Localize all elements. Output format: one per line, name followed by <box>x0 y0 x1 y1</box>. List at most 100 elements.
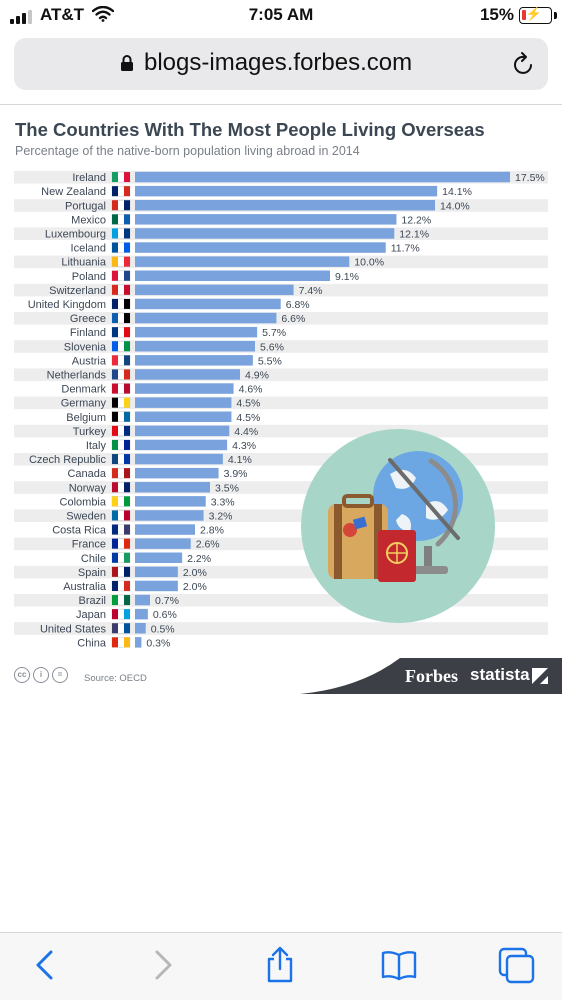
tabs-icon[interactable] <box>498 947 536 985</box>
data-label: 0.5% <box>151 623 175 635</box>
data-label: 10.0% <box>354 257 384 269</box>
data-label: 12.2% <box>401 214 431 226</box>
data-label: 2.0% <box>183 581 207 593</box>
bar <box>135 397 232 408</box>
clock: 7:05 AM <box>248 5 314 24</box>
data-label: 5.5% <box>258 355 282 367</box>
category-label: Costa Rica <box>52 525 107 537</box>
category-label: United States <box>40 623 107 635</box>
bar <box>135 171 510 183</box>
data-label: 4.9% <box>245 369 269 381</box>
data-label: 3.5% <box>215 482 239 494</box>
category-label: Japan <box>76 609 106 621</box>
bar <box>135 453 223 465</box>
data-label: 4.4% <box>234 426 258 438</box>
flag-icon <box>111 341 131 352</box>
carrier-name: AT&T <box>40 5 85 24</box>
flag-icon <box>111 214 131 225</box>
bar <box>135 425 230 437</box>
reload-icon[interactable] <box>512 51 536 77</box>
flag-icon <box>111 594 131 606</box>
category-label: Greece <box>70 313 106 325</box>
flag-icon <box>111 439 131 451</box>
url-text[interactable]: blogs-images.forbes.com <box>144 49 413 76</box>
bar <box>135 312 277 324</box>
flag-icon <box>111 538 131 549</box>
back-icon[interactable] <box>34 949 56 981</box>
category-label: Luxembourg <box>45 228 106 240</box>
bar <box>135 580 178 592</box>
flag-icon <box>111 383 131 394</box>
data-label: 2.0% <box>183 567 207 579</box>
data-label: 5.7% <box>262 327 286 339</box>
flag-icon <box>111 411 131 422</box>
bar <box>135 284 294 296</box>
share-icon[interactable] <box>264 945 296 983</box>
data-label: 2.8% <box>200 525 224 537</box>
lock-icon <box>121 55 133 71</box>
browser-toolbar <box>0 932 562 1000</box>
category-label: Lithuania <box>61 257 107 269</box>
category-label: Germany <box>61 398 107 410</box>
wifi-icon <box>92 6 114 22</box>
flag-icon <box>111 242 131 253</box>
category-label: Italy <box>86 440 107 452</box>
category-label: Norway <box>69 482 107 494</box>
flag-icon <box>111 482 131 493</box>
data-label: 3.9% <box>224 468 248 480</box>
bar <box>135 355 253 366</box>
category-label: Netherlands <box>47 369 107 381</box>
data-label: 6.6% <box>281 313 305 325</box>
bar <box>135 608 148 620</box>
battery-tip <box>554 12 557 19</box>
category-label: Belgium <box>66 412 106 424</box>
chart-title: The Countries With The Most People Livin… <box>15 119 485 140</box>
signal-strength-icon <box>10 10 32 24</box>
address-bar[interactable]: blogs-images.forbes.com <box>14 38 548 90</box>
flag-icon <box>111 453 131 465</box>
bookmarks-icon[interactable] <box>381 949 417 981</box>
flag-icon <box>111 566 131 578</box>
flag-icon <box>111 355 131 366</box>
statista-logo: statista <box>470 665 530 684</box>
bar <box>135 524 195 535</box>
flag-icon <box>111 284 131 296</box>
flag-icon <box>111 270 131 281</box>
bar <box>135 496 206 507</box>
bar <box>135 482 210 493</box>
bar <box>135 228 395 239</box>
page-divider <box>0 104 562 105</box>
chart-area: Ireland 17.5% New Zealand 14.1% Portugal 14.0… <box>14 171 548 649</box>
category-label: Switzerland <box>49 285 106 297</box>
flag-icon <box>111 467 131 479</box>
no-derivatives-icon: = <box>52 667 68 683</box>
bar <box>135 185 438 197</box>
forward-icon[interactable] <box>152 949 174 981</box>
flag-icon <box>111 369 131 380</box>
status-bar: AT&T 7:05 AM 15% ⚡ <box>0 0 562 34</box>
data-label: 0.7% <box>155 595 179 607</box>
flag-icon <box>111 425 131 437</box>
flag-icon <box>111 397 131 408</box>
bar <box>135 637 142 648</box>
creative-commons-icon: cc <box>14 667 30 683</box>
bar <box>135 256 350 267</box>
category-label: Sweden <box>66 510 106 522</box>
bar <box>135 439 228 451</box>
data-label: 12.1% <box>399 228 429 240</box>
data-label: 14.1% <box>442 186 472 198</box>
statista-mark-icon <box>532 668 548 684</box>
flag-icon <box>111 608 131 620</box>
data-label: 4.6% <box>239 384 263 396</box>
travel-illustration <box>301 429 495 623</box>
data-label: 2.2% <box>187 553 211 565</box>
category-label: Turkey <box>73 426 107 438</box>
category-label: Spain <box>78 567 106 579</box>
bar <box>135 214 397 225</box>
flag-icon <box>111 256 131 267</box>
category-label: Czech Republic <box>29 454 107 466</box>
data-label: 7.4% <box>299 285 323 297</box>
flag-icon <box>111 524 131 535</box>
data-label: 11.7% <box>391 243 420 255</box>
bar <box>135 270 330 281</box>
